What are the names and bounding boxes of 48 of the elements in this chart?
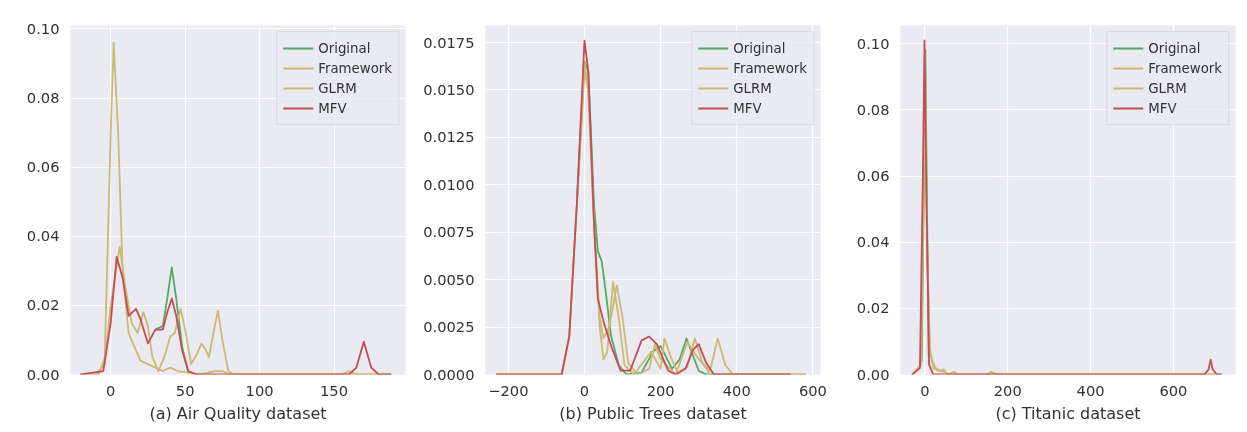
x-tick-label: 400 [722, 381, 751, 399]
x-tick-label: 600 [1159, 381, 1188, 399]
y-tick-label: 0.0075 [423, 223, 475, 241]
y-tick-label: 0.10 [856, 34, 890, 52]
x-tick-label: −200 [488, 381, 529, 399]
x-tick-label: 100 [245, 381, 274, 399]
y-tick-label: 0.0150 [423, 80, 475, 98]
x-tick-label: 400 [1076, 381, 1105, 399]
y-tick-label: 0.0175 [423, 33, 475, 51]
legend-label: MFV [733, 100, 762, 116]
legend-label: GLRM [318, 80, 357, 96]
y-tick-label: 0.04 [856, 233, 890, 251]
y-tick-label: 0.0125 [423, 128, 475, 146]
y-tick-label: 0.08 [26, 89, 60, 107]
x-axis-title: (b) Public Trees dataset [559, 403, 747, 423]
legend-label: Framework [733, 60, 807, 76]
legend-label: Original [318, 40, 371, 56]
y-tick-label: 0.06 [26, 158, 60, 176]
y-tick-label: 0.02 [856, 299, 890, 317]
x-tick-label: 200 [993, 381, 1022, 399]
x-axis-title: (a) Air Quality dataset [149, 403, 327, 423]
y-tick-label: 0.02 [26, 296, 60, 314]
y-tick-label: 0.0100 [423, 175, 475, 193]
x-tick-label: 200 [646, 381, 675, 399]
y-tick-label: 0.10 [26, 19, 60, 37]
y-tick-label: 0.0000 [423, 365, 475, 383]
y-tick-label: 0.0025 [423, 318, 475, 336]
legend-label: MFV [318, 100, 347, 116]
legend-label: GLRM [1148, 80, 1187, 96]
y-tick-label: 0.00 [856, 365, 890, 383]
y-tick-label: 0.06 [856, 167, 890, 185]
legend-label: GLRM [733, 80, 772, 96]
y-tick-label: 0.00 [26, 365, 60, 383]
x-tick-label: 50 [175, 381, 195, 399]
legend-label: Framework [318, 60, 392, 76]
y-tick-label: 0.0050 [423, 270, 475, 288]
legend-label: Original [1148, 40, 1201, 56]
legend-label: Framework [1148, 60, 1222, 76]
x-tick-label: 600 [798, 381, 827, 399]
legend-label: MFV [1148, 100, 1177, 116]
x-tick-label: 150 [320, 381, 349, 399]
x-tick-label: 0 [579, 381, 590, 399]
y-tick-label: 0.04 [26, 227, 60, 245]
x-tick-label: 0 [920, 381, 930, 399]
x-axis-title: (c) Titanic dataset [995, 403, 1141, 423]
y-tick-label: 0.08 [856, 100, 890, 118]
legend-label: Original [733, 40, 786, 56]
x-tick-label: 0 [106, 381, 116, 399]
